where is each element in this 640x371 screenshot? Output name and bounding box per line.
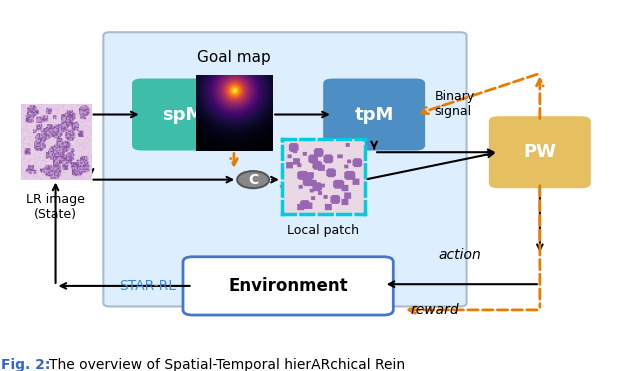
Text: tpM: tpM <box>355 105 394 124</box>
Text: Local patch: Local patch <box>287 224 359 237</box>
Text: reward: reward <box>410 303 459 317</box>
FancyBboxPatch shape <box>132 79 234 151</box>
FancyBboxPatch shape <box>183 257 394 315</box>
Text: spM: spM <box>163 105 204 124</box>
Text: action: action <box>439 248 481 262</box>
FancyBboxPatch shape <box>103 32 467 306</box>
Text: Goal map: Goal map <box>197 50 271 65</box>
Text: PW: PW <box>524 143 556 161</box>
Circle shape <box>237 171 269 188</box>
Text: C: C <box>248 173 258 187</box>
Text: Binary
signal: Binary signal <box>435 90 475 118</box>
Text: STAR-RL: STAR-RL <box>119 279 176 293</box>
Text: Fig. 2:: Fig. 2: <box>1 358 51 371</box>
FancyBboxPatch shape <box>323 79 425 151</box>
Text: LR image
(State): LR image (State) <box>26 193 85 221</box>
Text: Environment: Environment <box>228 277 348 295</box>
FancyBboxPatch shape <box>489 116 591 188</box>
Text: The overview of Spatial-Temporal hierARchical Rein: The overview of Spatial-Temporal hierARc… <box>49 358 405 371</box>
